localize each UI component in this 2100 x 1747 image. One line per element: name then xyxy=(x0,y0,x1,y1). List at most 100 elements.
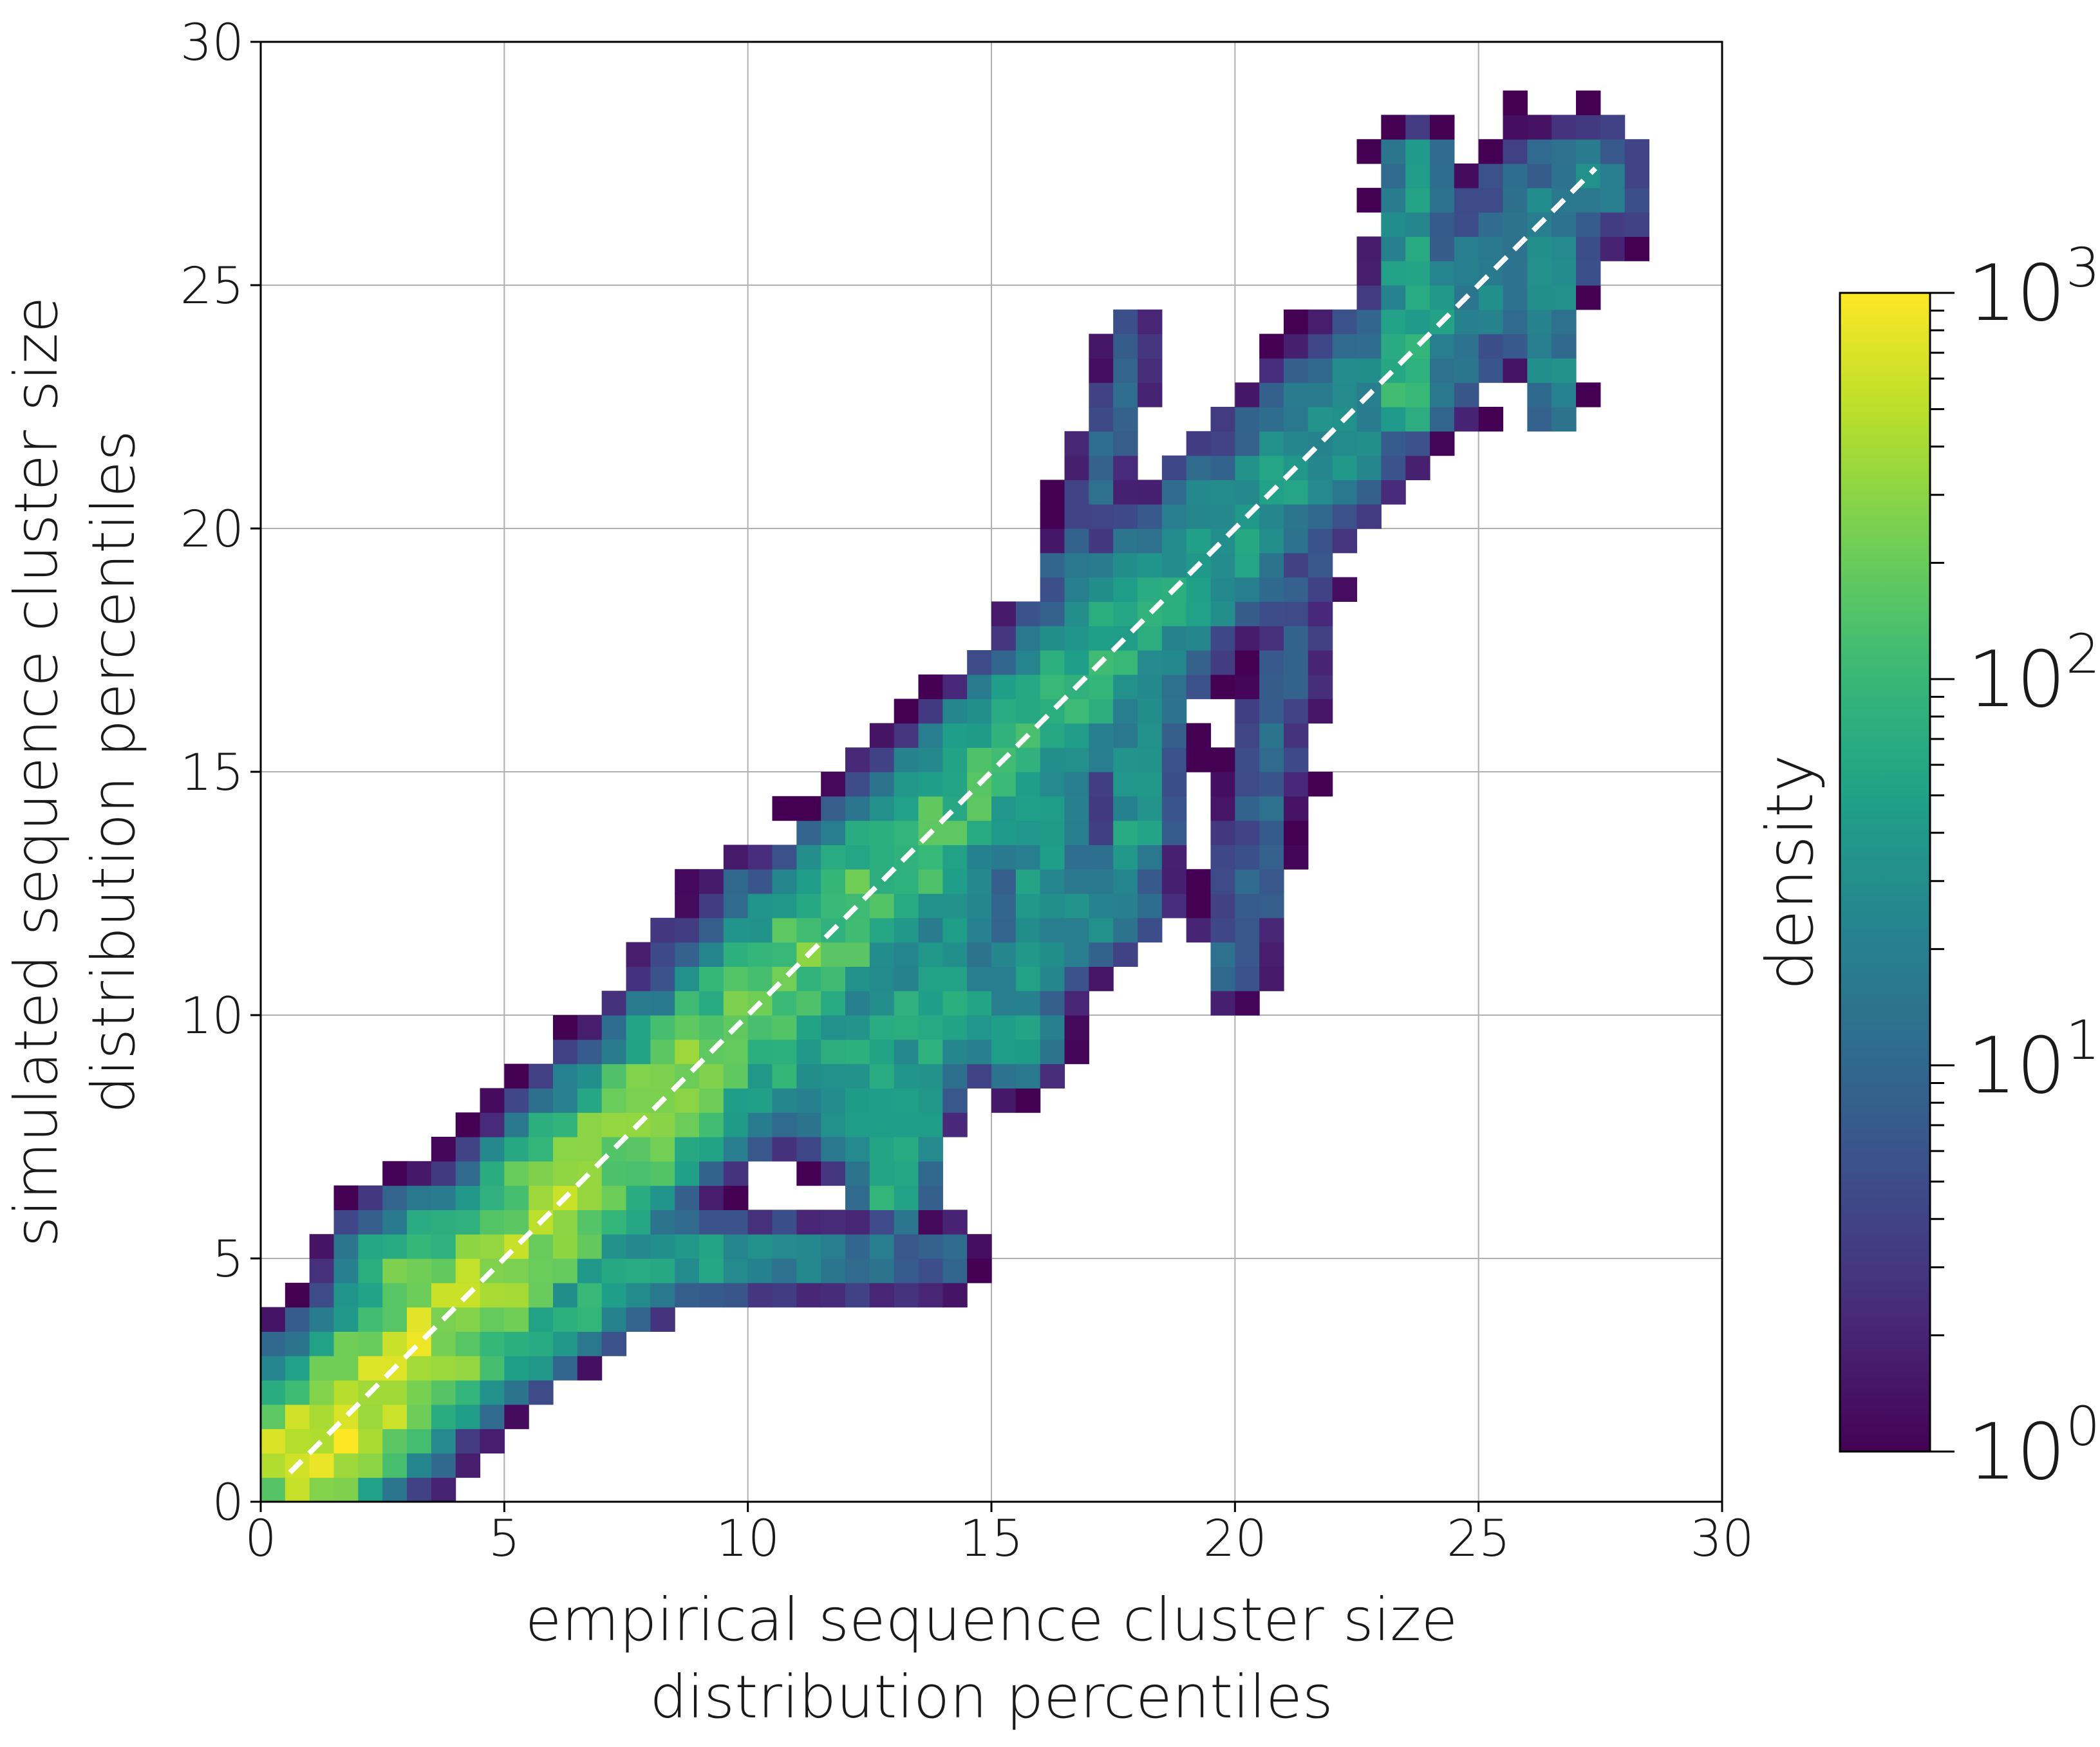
heatmap-cell xyxy=(1284,747,1309,772)
heatmap-cell xyxy=(333,1234,359,1259)
heatmap-cell xyxy=(1064,772,1089,797)
x-tick-label: 30 xyxy=(1690,1510,1754,1568)
heatmap-cell xyxy=(601,1161,627,1186)
heatmap-cell xyxy=(796,1063,821,1088)
heatmap-cell xyxy=(918,772,943,797)
heatmap-cell xyxy=(601,1307,627,1332)
heatmap-cell xyxy=(699,1282,724,1308)
heatmap-cell xyxy=(1235,431,1260,456)
heatmap-cell xyxy=(1356,285,1382,310)
heatmap-cell xyxy=(1089,382,1114,407)
heatmap-cell xyxy=(1381,382,1406,407)
heatmap-cell xyxy=(577,1015,603,1040)
heatmap-cell xyxy=(431,1282,456,1308)
heatmap-cell xyxy=(1138,333,1163,359)
heatmap-cell xyxy=(650,917,675,943)
heatmap-cell xyxy=(796,1137,821,1162)
heatmap-cell xyxy=(1356,309,1382,335)
heatmap-cell xyxy=(1015,966,1041,991)
heatmap-cell xyxy=(1089,917,1114,943)
heatmap-cell xyxy=(1064,528,1089,554)
heatmap-cell xyxy=(723,917,749,943)
heatmap-cell xyxy=(869,845,895,870)
heatmap-cell xyxy=(918,942,943,967)
heatmap-cell xyxy=(1138,480,1163,505)
colorbar-tick-base: 10 xyxy=(1967,635,2066,725)
heatmap-cell xyxy=(1576,285,1601,310)
heatmap-cell xyxy=(918,1258,943,1284)
heatmap-cell xyxy=(626,1137,651,1162)
heatmap-cell xyxy=(1552,358,1577,383)
heatmap-cell xyxy=(918,966,943,991)
heatmap-cell xyxy=(504,1356,529,1381)
heatmap-cell xyxy=(358,1404,383,1430)
heatmap-cell xyxy=(942,1039,968,1065)
heatmap-cell xyxy=(1040,674,1065,700)
heatmap-cell xyxy=(1308,552,1333,578)
heatmap-cell xyxy=(723,1039,749,1065)
heatmap-cell xyxy=(796,893,821,919)
heatmap-cell xyxy=(455,1428,481,1453)
heatmap-cell xyxy=(626,1258,651,1284)
heatmap-cell xyxy=(723,942,749,967)
heatmap-cell xyxy=(942,1282,968,1308)
heatmap-cell xyxy=(1210,796,1235,821)
heatmap-cell xyxy=(1478,187,1504,213)
heatmap-cell xyxy=(1259,869,1284,894)
heatmap-cell xyxy=(1552,115,1577,140)
heatmap-cell xyxy=(796,1112,821,1137)
heatmap-cell xyxy=(1138,358,1163,383)
heatmap-cell xyxy=(967,723,992,748)
colorbar-tick-exponent: 1 xyxy=(2066,1009,2100,1072)
heatmap-cell xyxy=(1210,407,1235,432)
heatmap-cell xyxy=(1064,1039,1089,1065)
heatmap-cell xyxy=(1308,650,1333,675)
y-tick-label: 5 xyxy=(212,1231,244,1289)
heatmap-cell xyxy=(1284,698,1309,724)
heatmap-cell xyxy=(1089,552,1114,578)
heatmap-cell xyxy=(1064,650,1089,675)
heatmap-cell xyxy=(1235,845,1260,870)
heatmap-cell xyxy=(1381,236,1406,261)
heatmap-cell xyxy=(407,1477,432,1502)
heatmap-cell xyxy=(1454,309,1479,335)
heatmap-cell xyxy=(382,1161,408,1186)
heatmap-cell xyxy=(1454,407,1479,432)
heatmap-cell xyxy=(894,991,919,1016)
heatmap-cell xyxy=(1015,674,1041,700)
heatmap-cell xyxy=(1284,407,1309,432)
heatmap-cell xyxy=(1576,187,1601,213)
heatmap-cell xyxy=(1478,358,1504,383)
heatmap-cell xyxy=(1015,796,1041,821)
heatmap-cell xyxy=(675,1161,700,1186)
heatmap-cell xyxy=(431,1258,456,1284)
heatmap-cell xyxy=(869,747,895,772)
heatmap-cell xyxy=(407,1428,432,1453)
heatmap-cell xyxy=(1161,455,1187,480)
heatmap-cell xyxy=(650,1258,675,1284)
heatmap-cell xyxy=(869,1137,895,1162)
heatmap-cell xyxy=(1381,139,1406,164)
heatmap-cell xyxy=(699,869,724,894)
heatmap-cell xyxy=(1089,747,1114,772)
heatmap-cell xyxy=(1308,698,1333,724)
heatmap-cell xyxy=(650,1234,675,1259)
heatmap-cell xyxy=(1576,115,1601,140)
heatmap-cell xyxy=(626,1063,651,1088)
heatmap-cell xyxy=(1478,212,1504,237)
heatmap-cell xyxy=(1552,407,1577,432)
heatmap-cell xyxy=(1064,480,1089,505)
heatmap-cell xyxy=(1552,309,1577,335)
heatmap-cell xyxy=(821,991,846,1016)
heatmap-cell xyxy=(991,869,1017,894)
heatmap-cell xyxy=(1113,552,1138,578)
heatmap-cell xyxy=(845,1063,870,1088)
heatmap-cell xyxy=(1356,504,1382,529)
heatmap-cell xyxy=(1138,845,1163,870)
heatmap-cell xyxy=(650,1039,675,1065)
heatmap-cell xyxy=(869,772,895,797)
heatmap-cell xyxy=(455,1258,481,1284)
heatmap-cell xyxy=(869,1185,895,1210)
heatmap-cell xyxy=(1210,650,1235,675)
heatmap-cell xyxy=(1259,528,1284,554)
